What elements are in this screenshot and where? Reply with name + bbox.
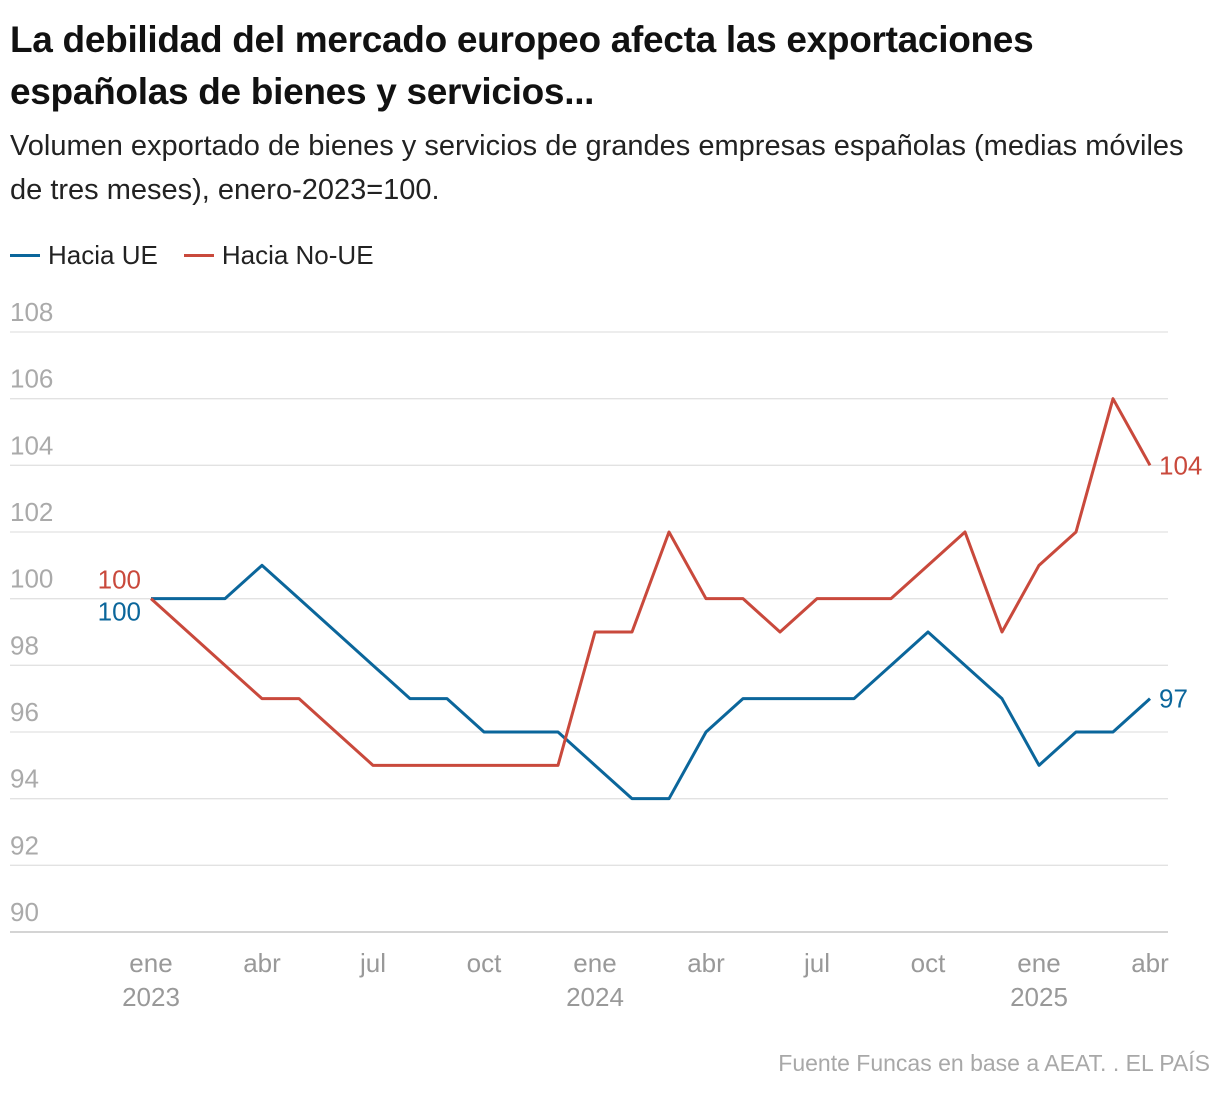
legend: Hacia UE Hacia No-UE xyxy=(10,240,374,271)
legend-item-no-ue: Hacia No-UE xyxy=(183,240,374,271)
legend-swatch-no-ue xyxy=(183,254,214,257)
end-value-label: 97 xyxy=(1159,684,1188,714)
legend-label-ue: Hacia UE xyxy=(48,240,158,270)
x-tick-label: oct xyxy=(467,948,502,978)
legend-label-no-ue: Hacia No-UE xyxy=(221,240,374,270)
x-tick-label: jul xyxy=(803,948,830,978)
y-tick-label: 96 xyxy=(10,697,39,727)
legend-item-ue: Hacia UE xyxy=(10,240,158,271)
start-value-label: 100 xyxy=(98,597,141,627)
chart-subtitle: Volumen exportado de bienes y servicios … xyxy=(10,130,1184,206)
y-tick-label: 94 xyxy=(10,764,39,794)
end-value-label: 104 xyxy=(1159,450,1202,480)
x-tick-label: ene xyxy=(1017,948,1060,978)
x-tick-label: ene xyxy=(129,948,172,978)
x-tick-label: abr xyxy=(1131,948,1169,978)
y-tick-label: 108 xyxy=(10,297,53,327)
x-tick-year: 2024 xyxy=(566,982,624,1012)
series-line-no-ue xyxy=(149,397,1152,767)
y-tick-label: 92 xyxy=(10,830,39,860)
chart-title: La debilidad del mercado europeo afecta … xyxy=(10,19,1034,112)
y-tick-label: 100 xyxy=(10,564,53,594)
x-tick-year: 2023 xyxy=(122,982,180,1012)
x-tick-label: jul xyxy=(359,948,386,978)
y-tick-label: 90 xyxy=(10,897,39,927)
series-line-ue xyxy=(151,563,1152,801)
start-value-label: 100 xyxy=(98,565,141,595)
x-tick-label: oct xyxy=(911,948,946,978)
x-tick-label: ene xyxy=(573,948,616,978)
x-tick-label: abr xyxy=(243,948,281,978)
legend-swatch-ue xyxy=(10,254,40,257)
y-tick-label: 102 xyxy=(10,497,53,527)
y-tick-label: 104 xyxy=(10,430,53,460)
source-note: Fuente Funcas en base a AEAT. . EL PAÍS xyxy=(778,1050,1210,1076)
x-tick-label: abr xyxy=(687,948,725,978)
x-tick-year: 2025 xyxy=(1010,982,1068,1012)
y-tick-label: 98 xyxy=(10,630,39,660)
y-tick-label: 106 xyxy=(10,364,53,394)
